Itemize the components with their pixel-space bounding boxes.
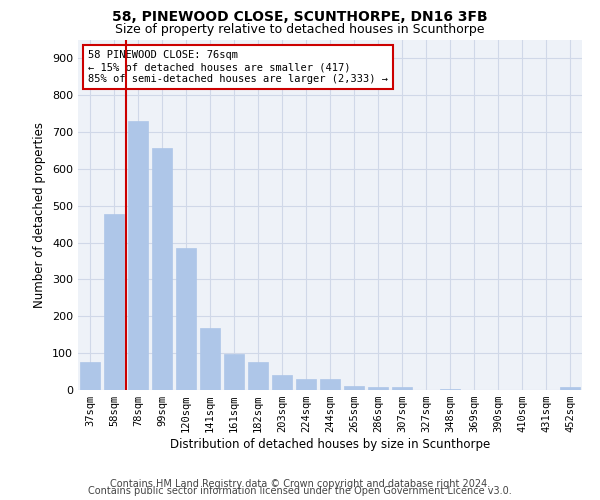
- Bar: [392, 387, 412, 390]
- Bar: [128, 121, 148, 390]
- Text: 58, PINEWOOD CLOSE, SCUNTHORPE, DN16 3FB: 58, PINEWOOD CLOSE, SCUNTHORPE, DN16 3FB: [112, 10, 488, 24]
- Text: Contains HM Land Registry data © Crown copyright and database right 2024.: Contains HM Land Registry data © Crown c…: [110, 479, 490, 489]
- Bar: [272, 374, 292, 390]
- Bar: [152, 148, 172, 390]
- Bar: [224, 354, 244, 390]
- Bar: [200, 328, 220, 390]
- Text: Contains public sector information licensed under the Open Government Licence v3: Contains public sector information licen…: [88, 486, 512, 496]
- Bar: [248, 362, 268, 390]
- Bar: [176, 248, 196, 390]
- Bar: [368, 387, 388, 390]
- Bar: [104, 214, 124, 390]
- Text: Size of property relative to detached houses in Scunthorpe: Size of property relative to detached ho…: [115, 22, 485, 36]
- Y-axis label: Number of detached properties: Number of detached properties: [34, 122, 46, 308]
- Bar: [80, 362, 100, 390]
- X-axis label: Distribution of detached houses by size in Scunthorpe: Distribution of detached houses by size …: [170, 438, 490, 451]
- Text: 58 PINEWOOD CLOSE: 76sqm
← 15% of detached houses are smaller (417)
85% of semi-: 58 PINEWOOD CLOSE: 76sqm ← 15% of detach…: [88, 50, 388, 84]
- Bar: [320, 379, 340, 390]
- Bar: [560, 387, 580, 390]
- Bar: [344, 386, 364, 390]
- Bar: [296, 380, 316, 390]
